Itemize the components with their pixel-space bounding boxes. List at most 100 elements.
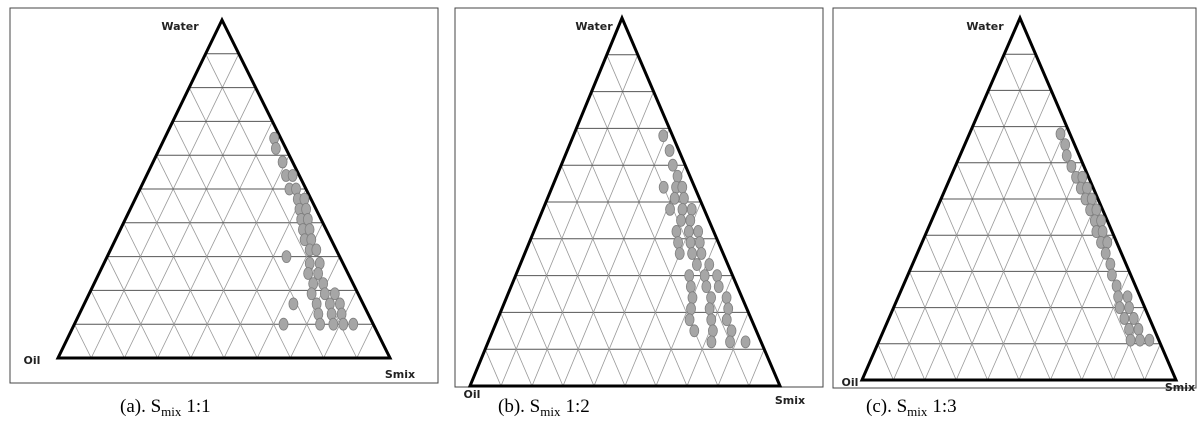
caption-subscript: mix bbox=[907, 404, 928, 419]
left-label: Oil bbox=[842, 376, 859, 389]
data-point bbox=[278, 317, 289, 331]
grid-line bbox=[500, 312, 533, 387]
data-point bbox=[281, 250, 292, 264]
data-point bbox=[658, 180, 669, 194]
data-point bbox=[677, 180, 688, 194]
data-point bbox=[721, 313, 732, 327]
caption-subscript: mix bbox=[161, 404, 182, 419]
data-point bbox=[1122, 290, 1133, 304]
data-point bbox=[1060, 138, 1071, 152]
data-point bbox=[685, 236, 696, 249]
data-point bbox=[725, 335, 735, 349]
data-point bbox=[1125, 333, 1136, 347]
data-point bbox=[306, 287, 317, 301]
data-point bbox=[665, 202, 675, 216]
data-point bbox=[1111, 279, 1122, 293]
grid-line bbox=[562, 128, 670, 387]
triangle bbox=[55, 16, 393, 360]
grid-line bbox=[172, 121, 291, 359]
data-point bbox=[676, 213, 686, 227]
grid-line bbox=[576, 128, 688, 387]
data-point bbox=[1119, 312, 1130, 325]
grid-line bbox=[893, 54, 1036, 381]
grid-line bbox=[1081, 271, 1130, 381]
data-point bbox=[1144, 333, 1155, 347]
grid-line bbox=[1144, 343, 1161, 381]
right-label: Smix bbox=[1165, 381, 1195, 394]
panel-frame bbox=[454, 7, 824, 388]
data-point bbox=[1100, 246, 1111, 260]
grid-line bbox=[893, 307, 926, 381]
data-point bbox=[721, 291, 732, 305]
data-point bbox=[696, 247, 707, 260]
data-point bbox=[1096, 214, 1106, 228]
data-point bbox=[672, 169, 683, 183]
right-label: Smix bbox=[385, 368, 415, 381]
grid-line bbox=[356, 324, 374, 359]
grid-line bbox=[717, 312, 749, 387]
data-point bbox=[329, 287, 340, 301]
grid-line bbox=[157, 121, 273, 359]
data-point bbox=[687, 247, 698, 260]
data-point bbox=[699, 269, 710, 283]
data-point bbox=[673, 236, 683, 249]
data-point bbox=[1128, 312, 1139, 325]
data-point bbox=[1107, 268, 1117, 282]
data-point bbox=[303, 267, 314, 280]
grid-line bbox=[530, 238, 595, 387]
panel-frame bbox=[9, 7, 439, 384]
triangle bbox=[467, 14, 783, 388]
data-point bbox=[708, 324, 718, 338]
right-label: Smix bbox=[775, 394, 805, 407]
caption: (c). Smix 1:3 bbox=[866, 396, 957, 419]
data-point bbox=[706, 291, 716, 305]
data-point bbox=[1133, 322, 1144, 336]
data-point bbox=[1066, 160, 1077, 173]
grid-line bbox=[90, 53, 240, 359]
top-label: Water bbox=[161, 20, 199, 33]
grid-line bbox=[924, 235, 988, 381]
caption-prefix: (b). S bbox=[498, 396, 540, 417]
grid-line bbox=[877, 343, 894, 381]
data-point bbox=[348, 317, 359, 331]
data-point bbox=[701, 280, 712, 294]
data-point bbox=[338, 317, 349, 331]
grid-line bbox=[223, 188, 307, 359]
data-point bbox=[311, 243, 322, 257]
grid-line bbox=[500, 54, 639, 387]
data-point bbox=[689, 324, 700, 338]
data-point bbox=[664, 144, 675, 157]
data-point bbox=[687, 291, 698, 305]
data-point bbox=[319, 287, 330, 301]
data-point bbox=[712, 269, 722, 283]
data-point bbox=[1135, 333, 1145, 347]
left-label: Oil bbox=[464, 388, 481, 401]
grid-line bbox=[748, 349, 765, 387]
top-label: Water bbox=[575, 20, 613, 33]
data-point bbox=[1113, 290, 1124, 304]
data-point bbox=[693, 225, 704, 238]
grid-line bbox=[139, 188, 225, 359]
data-point bbox=[270, 142, 281, 155]
data-point bbox=[685, 213, 696, 227]
data-point bbox=[671, 225, 682, 238]
data-point bbox=[1124, 301, 1134, 315]
data-point bbox=[674, 247, 685, 260]
data-point bbox=[328, 317, 339, 331]
data-point bbox=[677, 202, 688, 216]
grid-line bbox=[545, 201, 626, 387]
data-point bbox=[1077, 170, 1088, 184]
grid-line bbox=[955, 126, 1068, 381]
caption-prefix: (a). S bbox=[120, 396, 161, 417]
data-point bbox=[313, 267, 324, 280]
data-point bbox=[685, 280, 696, 294]
triangle bbox=[859, 14, 1179, 382]
data-point bbox=[684, 313, 695, 327]
data-point bbox=[658, 129, 669, 143]
grid-line bbox=[484, 349, 502, 387]
data-point bbox=[713, 280, 724, 294]
data-point bbox=[684, 269, 695, 283]
data-point bbox=[1102, 236, 1113, 249]
grid-line bbox=[1003, 54, 1145, 381]
